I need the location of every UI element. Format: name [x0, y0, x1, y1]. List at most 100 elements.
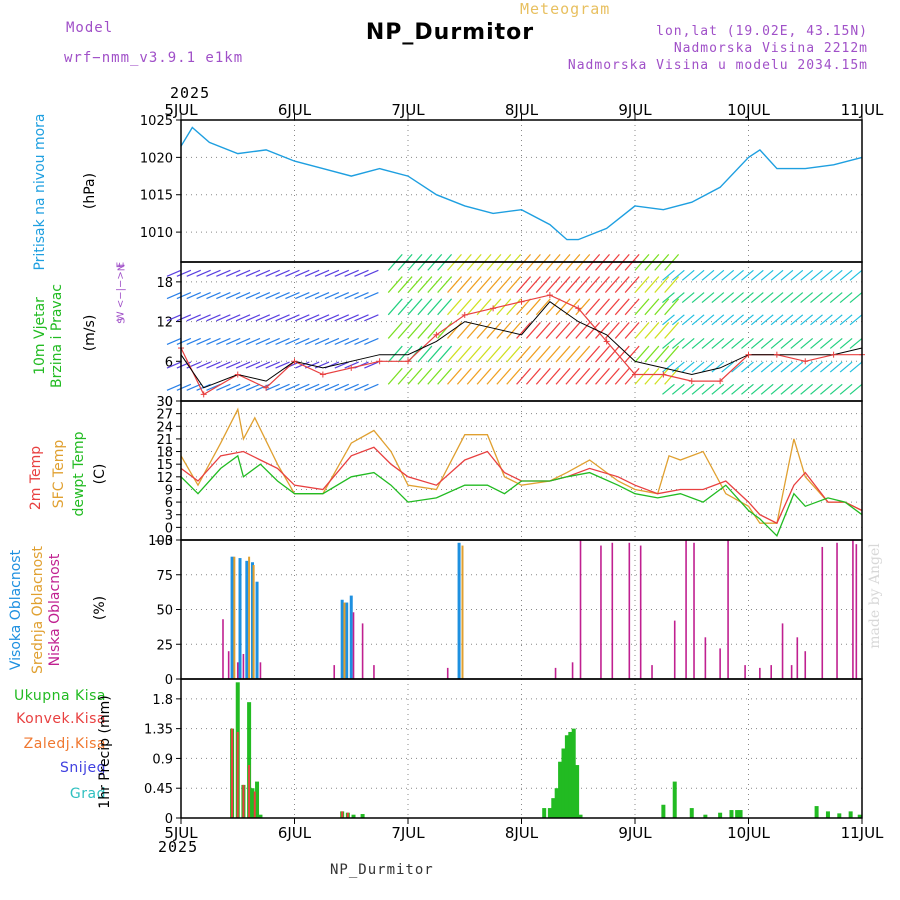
wind-arrow	[166, 292, 182, 300]
wind-arrow	[829, 269, 843, 281]
wind-arrow	[671, 314, 685, 326]
wind-arrow	[701, 361, 715, 373]
wind-arrow	[516, 276, 532, 293]
wind-arrow	[334, 361, 350, 369]
wind-arrow	[644, 298, 660, 316]
x-label-top: 7JUL	[391, 101, 425, 119]
wind-arrow	[691, 314, 705, 326]
x-label-bottom: 9JUL	[618, 824, 652, 842]
wind-arrow	[397, 276, 413, 293]
wind-arrow	[575, 298, 591, 316]
cloud-low-bar	[704, 637, 707, 679]
year-top: 2025	[170, 84, 211, 102]
cloud-low-bar	[446, 667, 449, 679]
cloud-low-bar	[719, 648, 721, 679]
x-label-bottom: 8JUL	[505, 824, 539, 842]
wind-arrow	[176, 269, 192, 277]
wind-arrow	[565, 276, 581, 293]
temperature-ytick-label: 24	[156, 420, 173, 435]
low-cloud-label: Niska Oblacnost	[47, 553, 63, 667]
cloud-mid-bar	[343, 602, 346, 679]
wind-arrow	[437, 276, 453, 293]
precip-total-bar	[661, 804, 666, 818]
wind-arrow	[780, 383, 794, 395]
cloud-high-bar	[349, 595, 353, 679]
wind-arrow	[760, 361, 774, 373]
wind-arrow	[565, 345, 581, 363]
wind-arrow	[447, 276, 462, 293]
temperature-ytick-label: 18	[156, 446, 173, 461]
wind-arrow	[255, 314, 271, 322]
temperature-ytick-label: 15	[156, 458, 173, 473]
wind-arrow	[839, 292, 853, 304]
wind-arrow	[654, 345, 670, 363]
wind-arrow	[285, 314, 300, 322]
cloud-low-bar	[790, 665, 793, 679]
pressure-ytick-label: 1015	[140, 189, 173, 204]
precip-total-bar	[542, 808, 547, 818]
wind-arrow	[516, 367, 532, 385]
wind-arrow	[196, 292, 211, 300]
wind-arrow	[555, 298, 571, 316]
wind-arrow	[186, 337, 201, 346]
precip-total-bar	[672, 781, 677, 818]
wind-arrow	[486, 298, 502, 316]
cloud-unit: (%)	[92, 595, 108, 621]
wind-arrow	[654, 322, 670, 339]
wind-arrow	[344, 337, 359, 346]
cloud-low-bar	[855, 544, 858, 679]
cloud-low-bar	[804, 651, 807, 679]
precip-total-bar	[554, 788, 559, 818]
wind-arrow	[731, 292, 744, 304]
wind-arrow	[176, 383, 192, 391]
cloud-high-bar	[230, 556, 234, 679]
wind-arrow	[387, 276, 403, 293]
wind-arrow	[466, 345, 482, 363]
wind-arrow	[216, 269, 231, 277]
wind-arrow	[790, 314, 804, 326]
wind-arrow	[235, 361, 251, 369]
wind-arrow	[466, 276, 482, 293]
wind-arrow	[417, 345, 433, 363]
wind-label-2: Brzina i Pravac	[49, 284, 65, 388]
wind-arrow	[634, 276, 650, 293]
cloud-ytick-label: 0	[165, 673, 173, 688]
wind-arrow	[741, 292, 754, 304]
wind-arrow	[691, 337, 705, 349]
precip-total-bar	[689, 808, 694, 818]
wind-arrow	[397, 298, 413, 316]
wind-arrow	[206, 314, 221, 322]
wind-arrow	[671, 269, 685, 281]
wind-arrow	[344, 383, 359, 391]
wind-arrow	[790, 337, 804, 349]
wind-arrow	[235, 337, 251, 346]
wind-arrow	[275, 337, 290, 346]
wind-arrow	[800, 361, 814, 373]
wind-arrow	[295, 292, 310, 300]
pressure-ytick-label: 1010	[140, 226, 173, 241]
cloud-low-bar	[227, 651, 230, 679]
legend-frozen-precip: Zaledj.Kisa	[23, 736, 106, 752]
x-label-top: 10JUL	[727, 101, 770, 119]
temperature-ytick-label: 21	[156, 433, 173, 448]
wind-arrow	[770, 383, 784, 395]
temperature-dewpt-line	[180, 454, 863, 537]
wind-arrow	[780, 361, 794, 373]
wind-arrow	[496, 367, 512, 385]
cloud-ytick-label: 100	[148, 534, 173, 549]
wind-arrow	[721, 314, 735, 326]
cloud-ytick-label: 25	[156, 638, 173, 653]
wind-arrow	[275, 314, 290, 322]
wind-arrow	[397, 345, 413, 363]
wind-arrow	[206, 269, 221, 277]
cloud-low-bar	[744, 665, 746, 679]
wind-arrow	[196, 314, 211, 322]
wind-arrow	[216, 361, 231, 369]
wind-arrow	[849, 292, 863, 304]
wind-arrow	[829, 292, 843, 304]
wind-arrow	[624, 322, 640, 339]
wind-arrow	[681, 361, 695, 373]
wind-arrow	[275, 269, 290, 277]
cloud-low-bar	[759, 667, 761, 679]
wind-arrow	[364, 383, 379, 391]
